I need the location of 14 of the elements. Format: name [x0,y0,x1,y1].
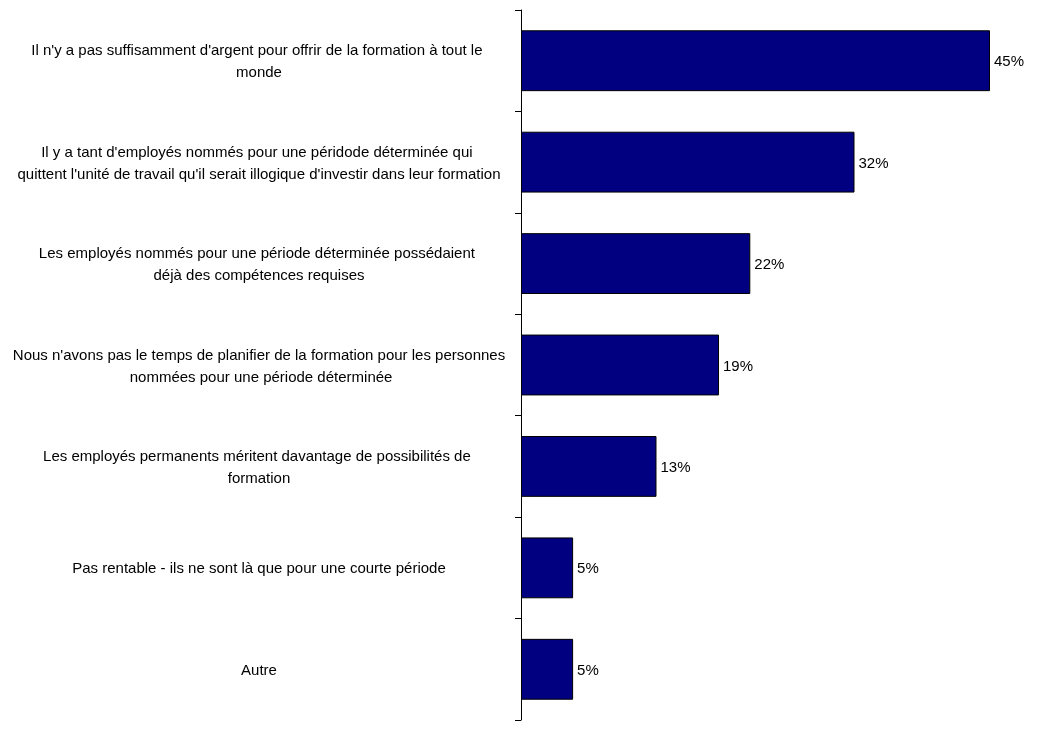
data-label: 5% [577,660,599,678]
y-tick-label: Il y a tant d'employés nommés pour une péridode déterminée qui quittent l'unité de travail qu'il serait illogique d'investir dans leur formation [17,142,501,182]
y-tick-label: Les employés permanents méritent davantage de possibilités de formation [43,446,475,486]
y-tick-label: Autre [241,660,277,678]
data-label: 22% [754,255,785,273]
y-tick-label: Nous n'avons pas le temps de planifier de la formation pour les personnes nommées pour une période déterminée [12,345,506,385]
y-tick-label: Les employés nommés pour une période déterminée possédaient déjà des compétences requises [38,244,480,284]
data-label: 45% [994,52,1025,70]
y-tick-label: Pas rentable - ils ne sont là que pour une courte période [72,559,446,577]
data-label: 5% [577,559,599,577]
y-tick-label: Il n'y a pas suffisamment d'argent pour offrir de la formation à tout le monde [31,41,487,81]
data-label: 19% [723,356,754,374]
data-label: 13% [660,457,691,475]
data-label: 32% [858,153,889,171]
